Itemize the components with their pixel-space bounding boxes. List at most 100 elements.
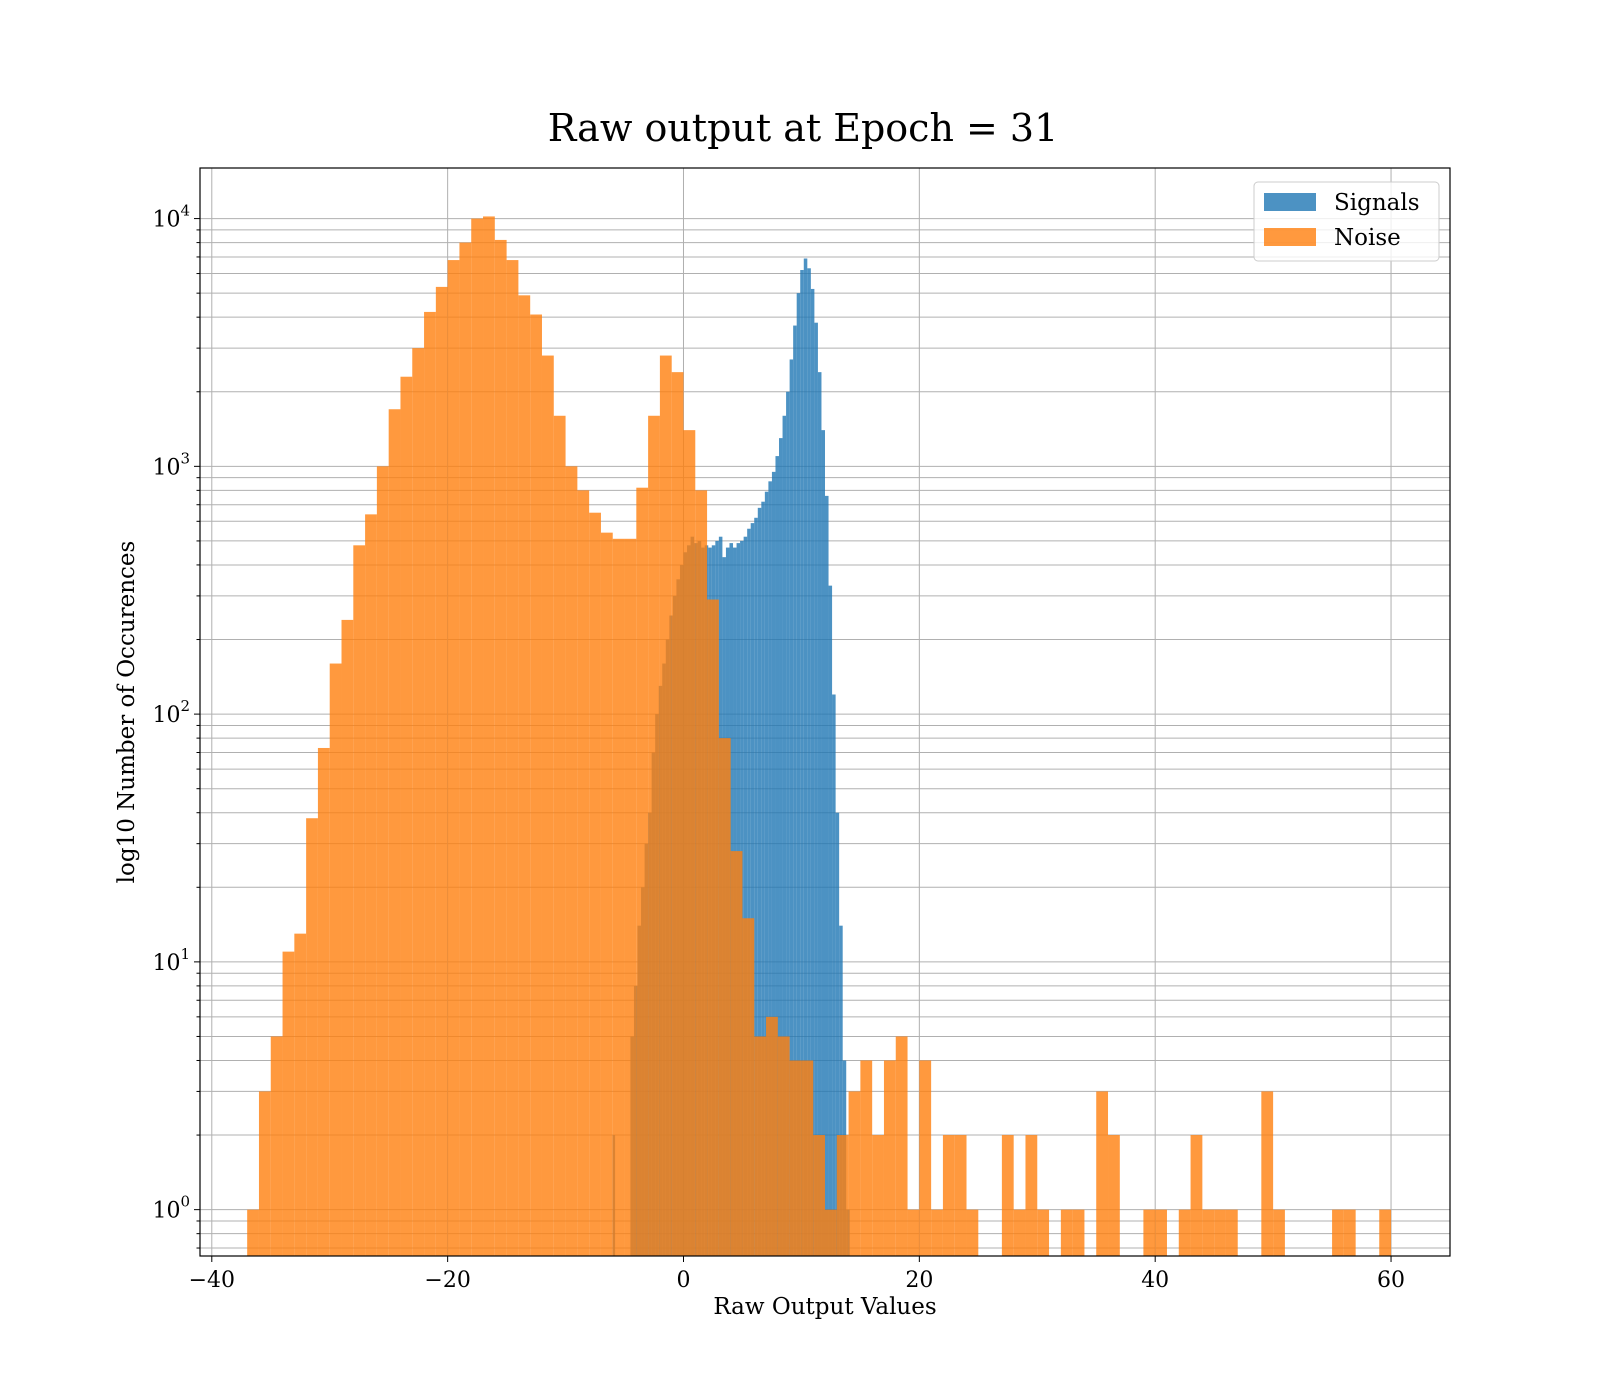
bar-signals	[828, 585, 833, 1256]
bar-noise	[1037, 1209, 1050, 1256]
bar-noise	[730, 851, 743, 1256]
bar-noise	[931, 1209, 943, 1256]
bar-noise	[671, 372, 684, 1256]
x-axis-ticks: −40 −20 0 20 40 60	[189, 1256, 1405, 1293]
bar-noise	[648, 415, 660, 1256]
bar-noise	[353, 545, 366, 1256]
bar-noise	[388, 409, 401, 1257]
bar-signals	[743, 536, 748, 1256]
bar-signals	[817, 372, 822, 1256]
bar-signals	[839, 925, 843, 1256]
bar-noise	[919, 1060, 932, 1256]
bar-noise	[306, 818, 318, 1256]
bar-noise	[553, 415, 566, 1256]
bar-noise	[317, 747, 330, 1256]
bar-noise	[860, 1060, 873, 1256]
bar-noise	[683, 430, 696, 1256]
x-tick-label: −40	[189, 1268, 235, 1293]
bar-noise	[424, 311, 436, 1256]
bar-noise	[282, 951, 295, 1256]
bar-signals	[786, 391, 790, 1256]
bar-signals	[750, 523, 755, 1256]
bar-signals	[768, 481, 772, 1256]
bar-noise	[825, 1209, 837, 1256]
plot-frame	[199, 167, 1451, 1257]
bar-signals	[825, 495, 829, 1257]
bar-signals	[771, 471, 776, 1256]
bar-noise	[1096, 1091, 1109, 1256]
bar-noise	[659, 355, 672, 1256]
bar-noise	[600, 532, 613, 1256]
bar-noise	[1072, 1209, 1085, 1256]
bar-signals	[821, 430, 825, 1256]
bar-noise	[1225, 1209, 1238, 1256]
bar-noise	[895, 1036, 908, 1256]
bar-signals	[835, 812, 840, 1256]
bar-noise	[1155, 1209, 1167, 1256]
bar-noise	[341, 619, 354, 1256]
bar-noise	[412, 348, 425, 1256]
bar-noise	[707, 599, 719, 1256]
bar-noise	[695, 490, 708, 1256]
bar-noise	[1108, 1135, 1120, 1256]
x-tick-label: −20	[424, 1268, 470, 1293]
bar-signals	[800, 270, 804, 1256]
x-tick-label: 60	[1377, 1268, 1405, 1293]
bar-signals	[757, 507, 762, 1256]
legend-label-signals: Signals	[1334, 190, 1420, 216]
bar-noise	[258, 1091, 271, 1256]
bar-noise	[1001, 1135, 1014, 1256]
bar-signals	[779, 438, 783, 1257]
bar-noise	[506, 260, 519, 1256]
bar-signals	[789, 359, 794, 1256]
y-tick-label: 101	[152, 945, 190, 976]
bar-signals	[807, 268, 811, 1256]
bar-noise	[942, 1135, 955, 1256]
bar-noise	[1332, 1209, 1344, 1256]
bar-noise	[872, 1135, 884, 1256]
y-axis-label: log10 Number of Occurences	[114, 541, 140, 884]
bar-noise	[435, 286, 448, 1256]
bar-noise	[365, 514, 377, 1256]
bar-noise	[624, 538, 637, 1256]
bar-noise	[376, 466, 389, 1256]
bar-noise	[1273, 1209, 1285, 1256]
bar-noise	[530, 314, 542, 1256]
bar-noise	[718, 738, 731, 1256]
bar-noise	[848, 1091, 861, 1256]
x-tick-label: 40	[1141, 1268, 1169, 1293]
bar-signals	[782, 415, 787, 1256]
bar-noise	[777, 1036, 790, 1256]
legend-label-noise: Noise	[1334, 225, 1401, 251]
y-tick-label: 100	[152, 1193, 190, 1224]
bar-signals	[814, 322, 818, 1256]
bar-noise	[1379, 1209, 1392, 1256]
bar-signals	[761, 501, 765, 1257]
bar-noise	[836, 1135, 849, 1256]
histogram-bars	[247, 216, 1392, 1257]
bar-noise	[742, 918, 755, 1256]
bar-signals	[754, 517, 758, 1256]
legend: Signals Noise	[1253, 181, 1440, 262]
bar-noise	[1178, 1209, 1191, 1256]
legend-swatch-noise	[1264, 228, 1316, 246]
bar-noise	[907, 1209, 920, 1256]
bar-signals	[793, 325, 797, 1256]
bar-noise	[459, 242, 472, 1256]
y-tick-label: 104	[152, 202, 190, 233]
y-tick-label: 103	[152, 449, 190, 480]
bar-signals	[775, 456, 780, 1256]
bar-noise	[966, 1209, 979, 1256]
bar-noise	[754, 1036, 767, 1256]
chart-title: Raw output at Epoch = 31	[548, 106, 1059, 150]
bar-noise	[1343, 1209, 1356, 1256]
bar-signals	[832, 694, 836, 1256]
legend-swatch-signals	[1264, 193, 1316, 211]
bar-noise	[247, 1209, 259, 1256]
bar-noise	[1025, 1135, 1038, 1256]
bar-noise	[494, 239, 507, 1257]
bar-noise	[1214, 1209, 1226, 1256]
bar-noise	[400, 376, 413, 1256]
bar-noise	[766, 1016, 778, 1256]
